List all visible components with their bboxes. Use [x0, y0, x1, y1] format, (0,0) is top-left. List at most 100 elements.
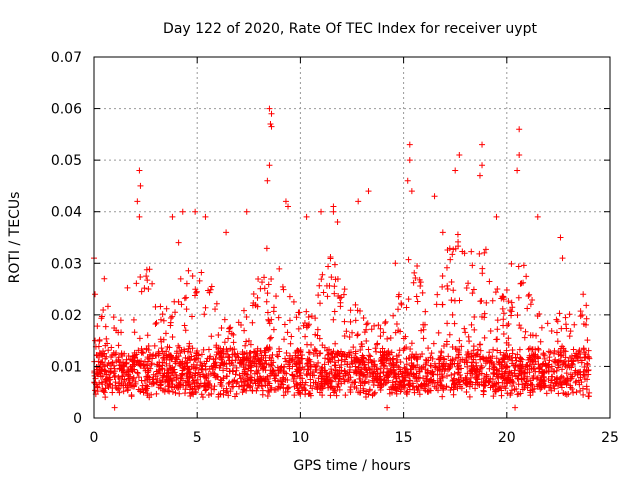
- data-point: [221, 316, 228, 323]
- data-point: [173, 376, 180, 383]
- data-point: [312, 315, 319, 322]
- data-point: [328, 369, 335, 376]
- data-point: [516, 370, 523, 377]
- data-point: [342, 392, 349, 399]
- data-point: [336, 370, 343, 377]
- data-point: [188, 313, 195, 320]
- data-point: [265, 378, 272, 385]
- data-point: [569, 357, 576, 364]
- data-point: [378, 377, 385, 384]
- data-point: [521, 334, 528, 341]
- data-point: [555, 349, 562, 356]
- data-point: [461, 325, 468, 332]
- data-point: [126, 380, 133, 387]
- data-point: [537, 376, 544, 383]
- data-point: [416, 391, 423, 398]
- data-point: [315, 359, 322, 366]
- data-point: [226, 325, 233, 332]
- data-point: [551, 350, 558, 357]
- data-point: [487, 358, 494, 365]
- data-point: [131, 355, 138, 362]
- data-point: [533, 332, 540, 339]
- data-point: [566, 311, 573, 318]
- data-point: [149, 353, 156, 360]
- data-point: [291, 392, 298, 399]
- y-tick-label: 0.01: [51, 359, 82, 375]
- data-point: [319, 342, 326, 349]
- data-point: [130, 316, 137, 323]
- data-point: [202, 366, 209, 373]
- data-point: [261, 364, 268, 371]
- data-point: [355, 364, 362, 371]
- data-point: [271, 372, 278, 379]
- data-point: [358, 366, 365, 373]
- data-point: [490, 369, 497, 376]
- data-point: [464, 351, 471, 358]
- data-point: [451, 297, 458, 304]
- data-point: [229, 357, 236, 364]
- data-point: [518, 356, 525, 363]
- data-point: [493, 213, 500, 220]
- data-point: [544, 320, 551, 327]
- data-point: [456, 381, 463, 388]
- data-point: [470, 364, 477, 371]
- data-point: [302, 391, 309, 398]
- data-point: [434, 379, 441, 386]
- data-point: [98, 315, 105, 322]
- data-point: [585, 347, 592, 354]
- data-point: [302, 333, 309, 340]
- data-point: [213, 300, 220, 307]
- data-point: [343, 328, 350, 335]
- data-point: [449, 311, 456, 318]
- data-point: [501, 383, 508, 390]
- data-point: [362, 364, 369, 371]
- data-point: [167, 375, 174, 382]
- data-point: [514, 363, 521, 370]
- data-point: [186, 373, 193, 380]
- data-point: [481, 314, 488, 321]
- data-point: [159, 359, 166, 366]
- data-point: [268, 276, 275, 283]
- data-point: [113, 327, 120, 334]
- data-point: [143, 382, 150, 389]
- data-point: [273, 293, 280, 300]
- data-point: [542, 382, 549, 389]
- data-point: [116, 389, 123, 396]
- data-point: [291, 383, 298, 390]
- data-point: [380, 329, 387, 336]
- data-point: [335, 357, 342, 364]
- data-point: [326, 356, 333, 363]
- data-point: [408, 188, 415, 195]
- data-point: [458, 385, 465, 392]
- data-point: [330, 316, 337, 323]
- data-point: [398, 301, 405, 308]
- data-point: [314, 352, 321, 359]
- data-point: [163, 367, 170, 374]
- data-point: [221, 339, 228, 346]
- data-point: [456, 337, 463, 344]
- data-point: [516, 322, 523, 329]
- data-point: [583, 315, 590, 322]
- data-point: [536, 365, 543, 372]
- data-point: [363, 326, 370, 333]
- data-point: [331, 290, 338, 297]
- data-point: [286, 352, 293, 359]
- data-point: [158, 345, 165, 352]
- data-point: [562, 321, 569, 328]
- data-point: [423, 357, 430, 364]
- data-point: [377, 349, 384, 356]
- data-point: [509, 304, 516, 311]
- data-point: [387, 335, 394, 342]
- data-point: [401, 345, 408, 352]
- data-point: [386, 386, 393, 393]
- data-point: [196, 277, 203, 284]
- data-point: [528, 381, 535, 388]
- data-point: [395, 327, 402, 334]
- data-point: [264, 177, 271, 184]
- data-point: [103, 371, 110, 378]
- data-point: [248, 374, 255, 381]
- data-point: [266, 335, 273, 342]
- data-point: [559, 366, 566, 373]
- data-point: [233, 367, 240, 374]
- data-point: [420, 326, 427, 333]
